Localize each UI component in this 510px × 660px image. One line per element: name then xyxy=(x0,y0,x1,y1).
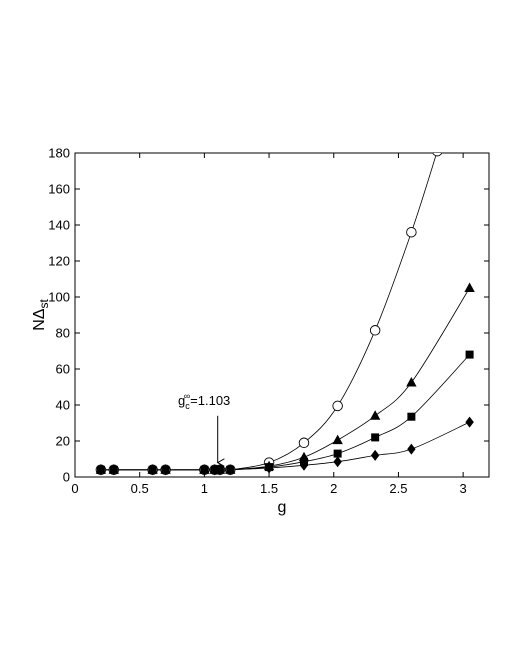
data-point xyxy=(370,449,380,461)
x-tick-label: 2.5 xyxy=(389,481,407,496)
data-point xyxy=(161,464,170,476)
x-tick-label: 0 xyxy=(71,481,78,496)
data-point xyxy=(465,350,474,359)
data-point xyxy=(148,464,157,476)
data-point xyxy=(332,434,343,445)
data-point xyxy=(369,410,381,420)
plot-frame xyxy=(74,152,490,478)
y-tick-label: 20 xyxy=(56,434,70,449)
x-tick-label: 3 xyxy=(460,481,467,496)
data-point xyxy=(210,464,219,476)
series-layer xyxy=(95,153,475,476)
data-point xyxy=(406,377,417,387)
y-axis-label-main: NΔ xyxy=(31,308,48,331)
x-tick-label: 2 xyxy=(330,481,337,496)
series-markers-diamond xyxy=(96,416,474,476)
data-point xyxy=(299,459,309,471)
annotation-main: g xyxy=(178,393,185,408)
data-point xyxy=(432,153,443,157)
y-tick-label: 0 xyxy=(63,470,70,485)
x-tick-label: 0.5 xyxy=(131,481,149,496)
series-line xyxy=(100,354,470,471)
y-tick-label: 160 xyxy=(48,182,70,197)
annotation-sub: c xyxy=(185,401,190,411)
x-axis-label: g xyxy=(278,499,287,516)
x-tick-label: 1 xyxy=(201,481,208,496)
series-line xyxy=(100,287,470,471)
critical-coupling-annotation: gc∞=1.103 xyxy=(178,391,230,463)
data-point xyxy=(109,464,119,476)
x-tick-label: 1.5 xyxy=(260,481,278,496)
data-point xyxy=(264,462,274,474)
data-point xyxy=(332,400,343,412)
data-point xyxy=(96,464,106,476)
series-triangle xyxy=(100,287,470,471)
y-tick-label: 80 xyxy=(56,326,70,341)
data-point xyxy=(464,282,475,292)
data-point xyxy=(215,464,225,476)
series-circle-open xyxy=(100,153,438,471)
data-point xyxy=(333,449,342,458)
annotation-sup: ∞ xyxy=(184,391,190,401)
data-point xyxy=(226,464,235,476)
series-markers-circle-open xyxy=(95,153,443,476)
series-line xyxy=(100,153,438,471)
data-point xyxy=(333,456,342,468)
y-tick-label: 120 xyxy=(48,254,70,269)
annotation-label: gc∞=1.103 xyxy=(178,391,230,411)
data-point xyxy=(407,412,416,421)
y-tick-label: 60 xyxy=(56,362,70,377)
y-axis-label: NΔst xyxy=(31,299,51,331)
data-point xyxy=(200,464,209,476)
data-point xyxy=(406,226,417,238)
data-point xyxy=(371,433,380,442)
y-tick-label: 100 xyxy=(48,290,70,305)
y-axis-label-sub: st xyxy=(37,299,51,309)
series-square xyxy=(100,354,470,471)
series-markers-triangle xyxy=(95,282,475,474)
plot-axes: 0 0.5 1 1.5 2 2.5 3 0 20 40 60 80 100 120 140 160 180 xyxy=(48,146,490,496)
data-point xyxy=(465,416,474,428)
data-point xyxy=(298,437,310,449)
y-tick-label: 180 xyxy=(48,146,70,161)
data-point xyxy=(407,443,416,455)
data-point xyxy=(369,325,381,336)
y-tick-label: 40 xyxy=(56,398,70,413)
annotation-value: =1.103 xyxy=(190,393,230,408)
y-tick-label: 140 xyxy=(48,218,70,233)
